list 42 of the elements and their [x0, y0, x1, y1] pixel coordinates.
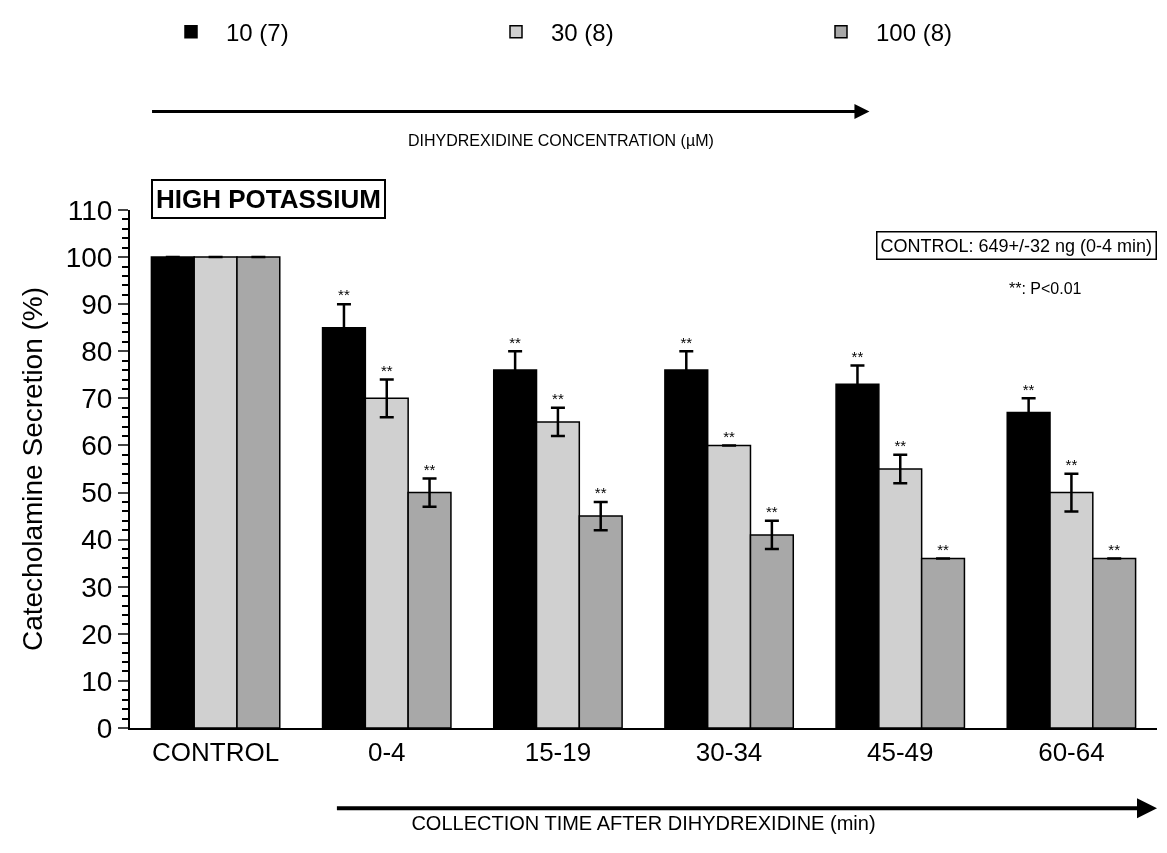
x-axis-title: COLLECTION TIME AFTER DIHYDREXIDINE (min) [411, 812, 876, 835]
data-label: ** [594, 484, 607, 502]
x-tick-label: 15-19 [524, 737, 592, 768]
y-tick-label: 70 [81, 383, 113, 415]
y-tick-label: 10 [81, 665, 113, 697]
y-tick-label: 90 [81, 288, 113, 320]
y-tick-label: 100 [65, 241, 113, 273]
data-label: ** [509, 333, 522, 351]
data-label: ** [1065, 455, 1078, 473]
y-tick-label: 50 [81, 477, 113, 509]
x-tick-label: 30-34 [695, 737, 763, 768]
x-tick-label: 0-4 [367, 737, 406, 768]
data-label: ** [423, 460, 436, 478]
x-tick-label: CONTROL [152, 737, 280, 768]
data-label: ** [380, 361, 393, 379]
legend-label: 30 (8) [551, 19, 614, 47]
annotation: CONTROL: 649+/-32 ng (0-4 min) [880, 235, 1153, 256]
data-label: ** [937, 540, 950, 558]
legend-label: 10 (7) [226, 19, 289, 47]
x-tick-label: 45-49 [867, 737, 934, 768]
y-tick-label: 20 [81, 618, 113, 650]
legend-title: DIHYDREXIDINE CONCENTRATION (µM) [408, 132, 714, 149]
y-tick-label: 110 [67, 194, 113, 226]
data-label: ** [1108, 540, 1121, 558]
y-tick-label: 0 [96, 712, 113, 744]
annotation: **: P<0.01 [1009, 280, 1082, 297]
data-label: ** [766, 503, 778, 521]
data-label: ** [894, 437, 907, 455]
y-tick-label: 30 [81, 571, 113, 603]
y-tick-label: 60 [81, 430, 113, 462]
y-axis-title: Catecholamine Secretion (%) [16, 286, 48, 652]
data-label: ** [723, 427, 736, 445]
data-label: ** [552, 390, 564, 408]
y-tick-label: 80 [81, 336, 113, 368]
x-tick-label: 60-64 [1038, 737, 1105, 768]
data-label: ** [338, 286, 350, 304]
data-label: ** [851, 347, 864, 365]
data-label: ** [680, 333, 693, 351]
chart-title: HIGH POTASSIUM [156, 184, 381, 214]
data-label: ** [1022, 380, 1035, 398]
legend-label: 100 (8) [876, 19, 953, 47]
y-tick-label: 40 [81, 524, 113, 556]
